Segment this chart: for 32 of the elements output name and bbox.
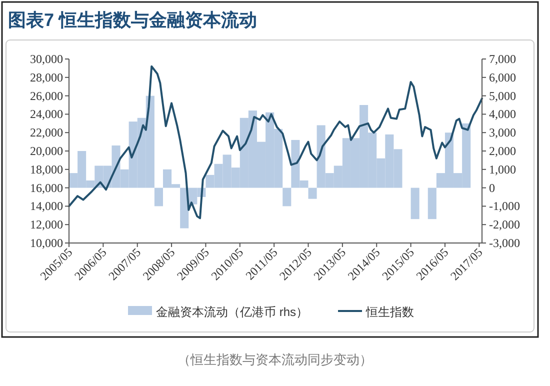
bar (308, 188, 317, 199)
bar (154, 188, 163, 206)
y-tick-label: 24,000 (30, 107, 63, 122)
y2-tick-label: 1,000 (489, 162, 516, 176)
y2-tick-label: -3,000 (489, 236, 520, 250)
y2-tick-label: 0 (489, 180, 495, 195)
bar (410, 188, 420, 220)
y-tick-label: 14,000 (30, 199, 63, 214)
legend-label: 恒生指数 (365, 305, 414, 319)
text: （恒生指数与资本流动同步变动） (178, 352, 372, 367)
y2-tick-label: 2,000 (489, 144, 516, 158)
y-tick-label: 22,000 (30, 126, 63, 140)
y2-tick-label: 4,000 (489, 107, 516, 122)
y2-tick-label: 6,000 (489, 70, 516, 84)
y-tick-label: 20,000 (30, 144, 63, 158)
legend-label: 金融资本流动（亿港币 rhs） (156, 305, 308, 319)
y-tick-label: 16,000 (30, 180, 63, 195)
bar (282, 188, 292, 206)
chart-title: 图表7 恒生指数与金融资本流动 (8, 10, 258, 30)
y-tick-label: 30,000 (30, 52, 63, 66)
y2-tick-label: -2,000 (489, 218, 520, 232)
line-series (68, 65, 483, 220)
y2-tick-label: 5,000 (489, 88, 516, 103)
y-tick-label: 10,000 (30, 236, 63, 250)
y-tick-label: 26,000 (30, 88, 63, 103)
y2-tick-label: -1,000 (489, 199, 520, 214)
y-tick-label: 28,000 (30, 70, 63, 84)
y2-tick-label: 3,000 (489, 126, 516, 140)
y-tick-label: 18,000 (30, 162, 63, 176)
bar (428, 188, 436, 220)
y2-tick-label: 7,000 (489, 52, 516, 66)
y-tick-label: 12,000 (30, 218, 63, 232)
